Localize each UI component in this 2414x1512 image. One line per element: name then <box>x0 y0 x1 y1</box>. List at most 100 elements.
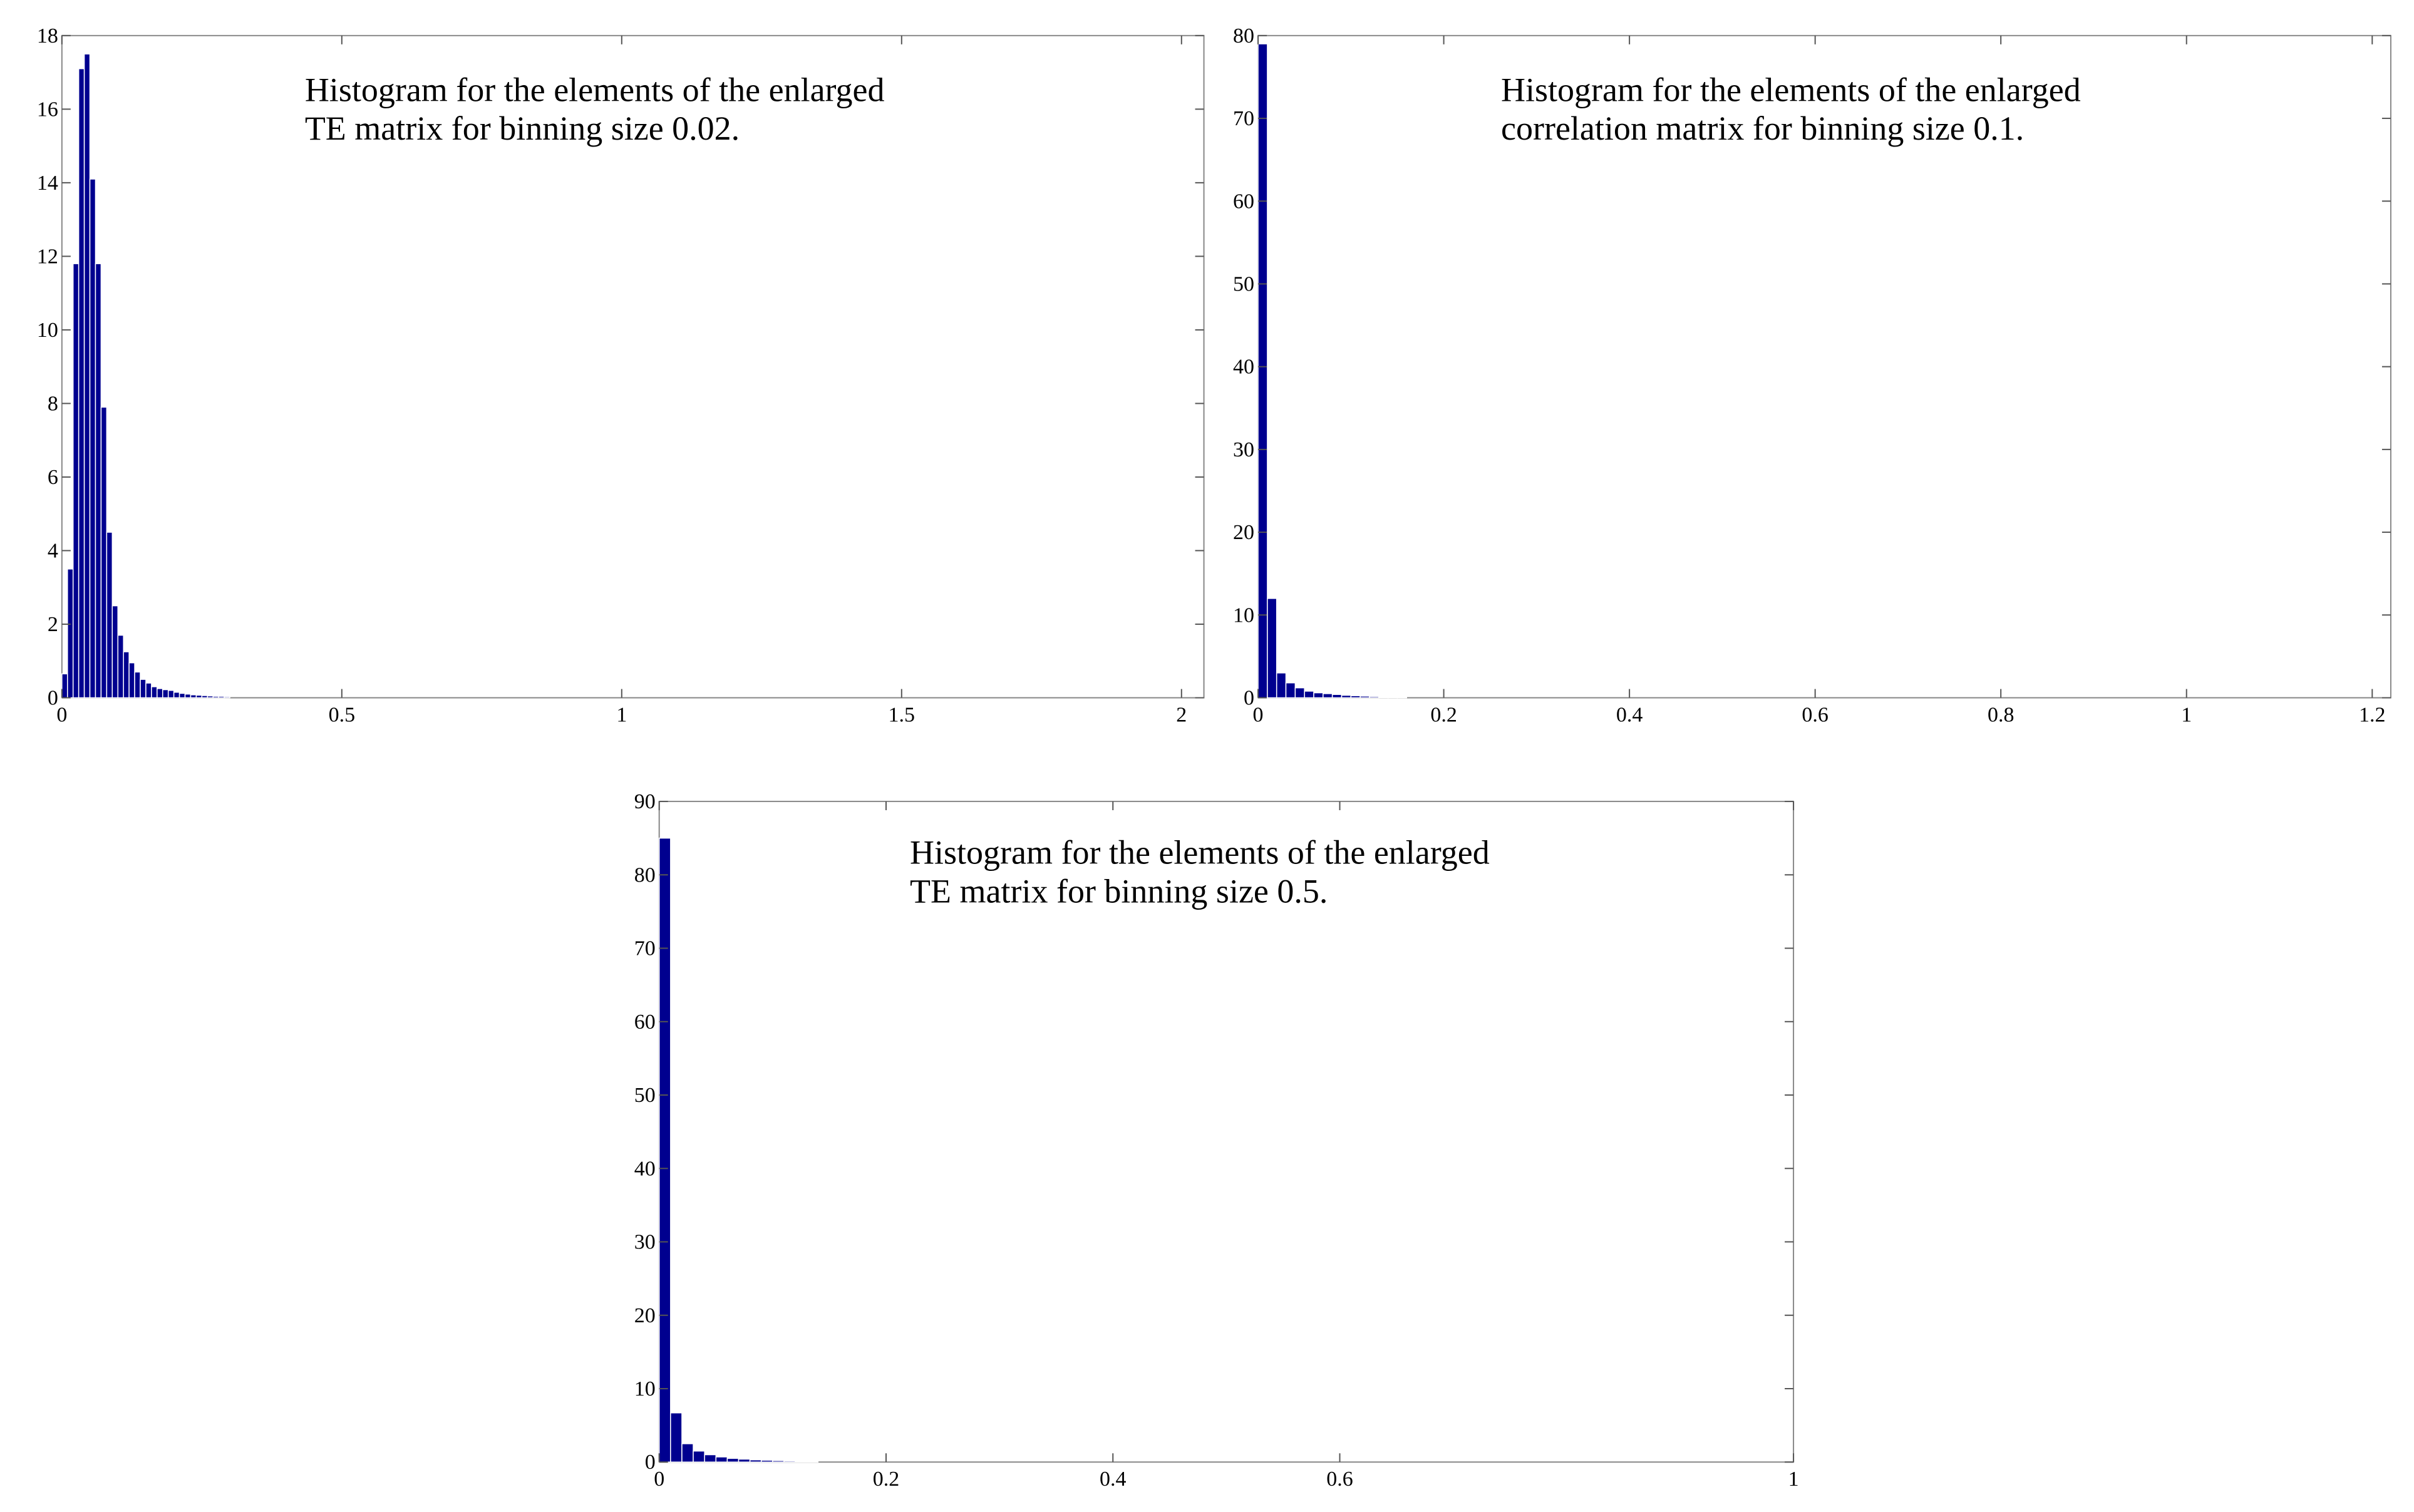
bar <box>1323 693 1333 699</box>
x-tick-label: 0.2 <box>1430 703 1457 726</box>
bar <box>167 689 175 699</box>
bar <box>134 671 141 699</box>
x-tick-label: 0 <box>56 703 67 726</box>
bar <box>726 1458 740 1463</box>
bar <box>658 837 671 1463</box>
bar <box>1257 43 1268 699</box>
bar <box>106 532 113 699</box>
x-tick-label: 0 <box>654 1468 664 1491</box>
y-tick-label: 50 <box>634 1084 656 1107</box>
y-tick-label: 4 <box>48 539 58 562</box>
y-tick-label: 12 <box>37 245 58 268</box>
bar <box>681 1443 694 1463</box>
bar <box>157 688 163 699</box>
y-tick-label: 60 <box>634 1011 656 1034</box>
y-tick-label: 2 <box>48 613 58 636</box>
y-tick-label: 50 <box>1233 272 1254 296</box>
y-tick-label: 20 <box>1233 521 1254 544</box>
bar <box>1369 696 1380 699</box>
bar <box>83 53 91 699</box>
bar <box>795 1461 807 1463</box>
bar <box>772 1460 785 1463</box>
x-tick-label: 1.5 <box>889 703 916 726</box>
y-tick-label: 40 <box>634 1157 656 1180</box>
bar <box>145 682 152 699</box>
x-tick-label: 0.4 <box>1616 703 1643 726</box>
bar <box>178 692 186 699</box>
bar <box>224 696 230 699</box>
bar <box>100 406 108 699</box>
y-tick-label: 10 <box>37 319 58 342</box>
bar <box>1304 691 1314 699</box>
bar <box>140 679 147 699</box>
x-tick-label: 0.6 <box>1326 1468 1353 1491</box>
bar <box>72 263 80 699</box>
bar <box>1294 687 1305 699</box>
plot-frame <box>61 34 1205 699</box>
bar <box>111 605 118 699</box>
bar <box>184 693 192 699</box>
y-tick-label: 80 <box>1233 24 1254 48</box>
bar <box>1276 672 1287 699</box>
bar <box>693 1450 705 1463</box>
y-tick-label: 40 <box>1233 356 1254 379</box>
bar <box>1331 694 1343 699</box>
x-tick-label: 0.4 <box>1100 1468 1127 1491</box>
y-tick-label: 10 <box>634 1377 656 1401</box>
annotation: Histogram for the elements of the enlarg… <box>305 71 885 108</box>
y-tick-label: 0 <box>645 1451 656 1474</box>
bar <box>78 68 85 699</box>
y-tick-label: 8 <box>48 392 58 415</box>
bar <box>1313 692 1324 699</box>
bar <box>806 1461 819 1463</box>
bar <box>1359 696 1370 699</box>
x-tick-label: 1 <box>1788 1468 1799 1491</box>
x-tick-label: 0.2 <box>873 1468 900 1491</box>
bar <box>212 696 219 699</box>
bar <box>123 651 130 699</box>
annotation: Histogram for the elements of the enlarg… <box>1501 71 2081 108</box>
y-tick-label: 6 <box>48 466 58 489</box>
y-tick-label: 18 <box>37 24 58 48</box>
bar <box>670 1412 683 1463</box>
x-tick-label: 0 <box>1253 703 1264 726</box>
y-tick-label: 16 <box>37 98 58 121</box>
bar <box>89 178 96 699</box>
bar <box>117 634 124 699</box>
annotation: TE matrix for binning size 0.02. <box>305 110 740 147</box>
bar <box>738 1458 751 1463</box>
bar <box>1267 598 1277 699</box>
annotation: Histogram for the elements of the enlarg… <box>910 834 1490 872</box>
y-tick-label: 70 <box>1233 107 1254 130</box>
bar <box>195 694 203 699</box>
y-tick-label: 90 <box>634 790 656 813</box>
y-tick-label: 80 <box>634 863 656 887</box>
x-tick-label: 1 <box>2181 703 2192 726</box>
bar <box>61 673 68 699</box>
y-tick-label: 70 <box>634 937 656 960</box>
y-tick-label: 0 <box>1244 686 1254 709</box>
x-tick-label: 1 <box>616 703 627 726</box>
bar <box>151 686 158 699</box>
x-tick-label: 0.5 <box>329 703 356 726</box>
bar <box>128 662 135 699</box>
bar <box>190 694 197 699</box>
y-tick-label: 0 <box>48 686 58 709</box>
bar <box>1285 682 1296 699</box>
annotation: correlation matrix for binning size 0.1. <box>1501 110 2024 147</box>
plot-frame <box>1257 34 2391 699</box>
y-tick-label: 14 <box>37 172 58 195</box>
y-tick-label: 30 <box>634 1231 656 1254</box>
bar <box>67 568 74 699</box>
annotation: TE matrix for binning size 0.5. <box>910 872 1328 910</box>
y-tick-label: 30 <box>1233 438 1254 461</box>
bar <box>783 1460 796 1463</box>
bar <box>715 1456 728 1463</box>
y-tick-label: 20 <box>634 1304 656 1327</box>
bar <box>1341 694 1352 699</box>
plot-frame <box>658 801 1795 1463</box>
x-tick-label: 1.2 <box>2359 703 2386 726</box>
bar <box>704 1454 717 1463</box>
